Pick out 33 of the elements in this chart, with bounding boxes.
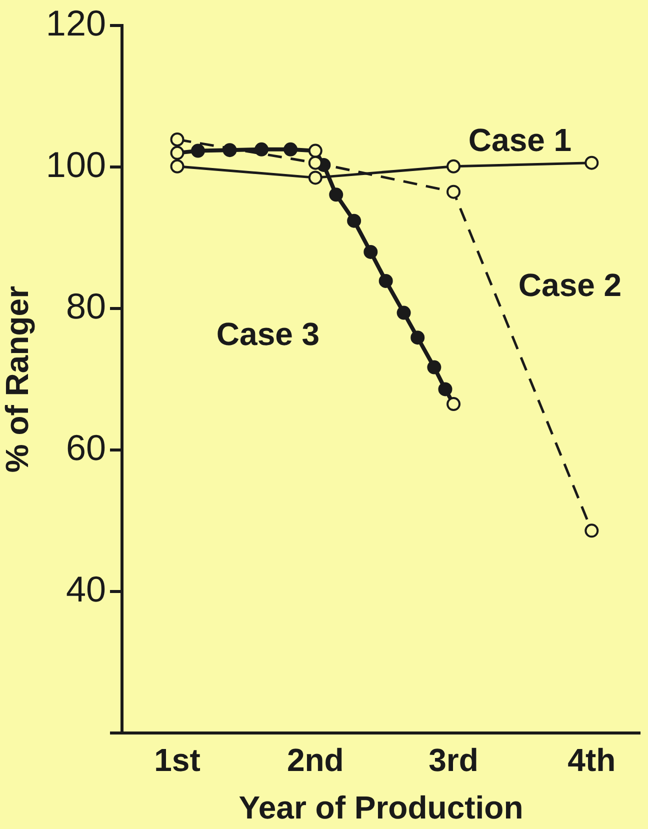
x-tick-label: 3rd: [428, 742, 478, 778]
point: [329, 188, 344, 202]
point: [308, 170, 322, 185]
y-tick-label: 40: [66, 568, 106, 610]
point: [446, 159, 461, 174]
series-label: Case 2: [518, 266, 622, 303]
point: [347, 214, 362, 228]
x-tick-label: 2nd: [286, 742, 344, 778]
point: [584, 156, 599, 170]
y-axis-title: % of Ranger: [0, 286, 36, 473]
point: [170, 159, 184, 174]
x-tick-label: 1st: [154, 742, 201, 778]
point: [427, 360, 442, 374]
point: [446, 184, 461, 199]
x-axis-title: Year of Production: [238, 790, 524, 826]
point: [190, 144, 205, 158]
point: [410, 330, 425, 345]
point: [378, 274, 393, 288]
y-tick-label: 80: [66, 285, 106, 326]
y-tick-label: 100: [46, 144, 106, 185]
point: [284, 142, 298, 156]
point: [364, 244, 378, 259]
series-label: Case 1: [468, 122, 572, 158]
point: [170, 132, 184, 146]
point: [584, 524, 599, 538]
x-tick-label: 4th: [568, 742, 616, 778]
point: [396, 306, 411, 320]
point: [308, 156, 322, 170]
y-tick-label: 120: [46, 2, 106, 44]
point: [438, 382, 452, 396]
text: Case 3: [216, 316, 320, 352]
y-tick-label: 60: [66, 426, 106, 468]
point: [254, 142, 269, 156]
